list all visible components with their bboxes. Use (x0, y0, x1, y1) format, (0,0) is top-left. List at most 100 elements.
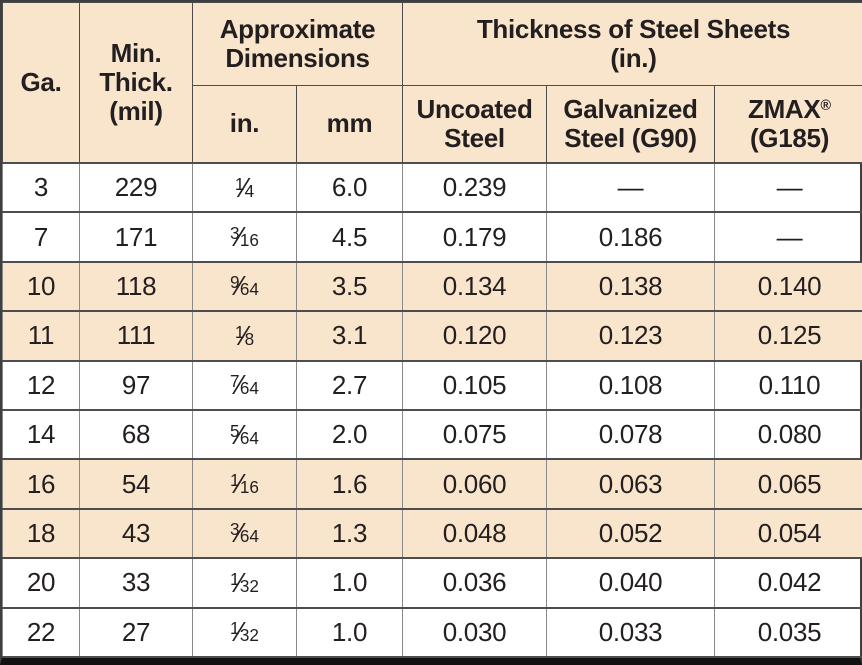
cell-min-thickness-mil: 68 (79, 408, 193, 461)
cell-min-thickness-mil: 27 (79, 606, 193, 659)
table-body: 3 229 1⁄4 6.0 0.239— —7 171 3⁄16 4.5 0.179 0.186—1… (2, 161, 862, 659)
fraction-value: 9⁄64 (230, 270, 259, 302)
cell-uncoated-steel: 0.239 (402, 161, 547, 214)
cell-dimension-in: 1⁄16 (192, 458, 297, 510)
cell-dimension-mm: 4.5 (296, 211, 403, 263)
cell-dimension-mm: 1.6 (296, 458, 403, 510)
col-header-zmax: ZMAX® (G185) (714, 85, 862, 164)
col-header-uncoated-steel: Uncoated Steel (402, 85, 547, 164)
cell-zmax: 0.140 (714, 260, 862, 313)
cell-uncoated-steel: 0.179 (402, 211, 547, 263)
cell-dimension-mm: 3.5 (296, 260, 403, 313)
header-row-subcolumns: in. mm Uncoated Steel Galvanized Steel (… (3, 85, 862, 164)
group-header-approximate-dimensions: Approximate Dimensions (192, 2, 403, 86)
cell-gauge: 7 (2, 211, 80, 263)
cell-gauge: 14 (2, 408, 80, 461)
fraction-value: 1⁄4 (234, 171, 255, 203)
cell-galvanized-steel: 0.078 (546, 408, 715, 461)
cell-galvanized-steel: 0.138 (546, 260, 715, 313)
cell-zmax: 0.125 (714, 310, 862, 362)
fraction-value: 3⁄16 (230, 221, 259, 253)
cell-min-thickness-mil: 54 (79, 458, 193, 510)
table-row: 22 27 1⁄32 1.0 0.030 0.033 0.035 (2, 606, 862, 659)
cell-dimension-in: 9⁄64 (192, 260, 297, 313)
cell-dimension-in: 1⁄8 (192, 310, 297, 362)
cell-dimension-mm: 2.0 (296, 408, 403, 461)
cell-uncoated-steel: 0.134 (402, 260, 547, 313)
cell-dimension-in: 3⁄16 (192, 211, 297, 263)
fraction-value: 1⁄32 (230, 566, 259, 598)
cell-dimension-mm: 2.7 (296, 359, 403, 411)
cell-zmax: 0.065 (714, 458, 862, 510)
table-row: 7 171 3⁄16 4.5 0.179 0.186— (2, 211, 862, 263)
table-row: 14 68 5⁄64 2.0 0.075 0.078 0.080 (2, 408, 862, 461)
cell-dimension-in: 1⁄4 (192, 161, 297, 214)
cell-zmax: — (714, 211, 862, 263)
cell-min-thickness-mil: 111 (79, 310, 193, 362)
table-row: 11 111 1⁄8 3.1 0.120 0.123 0.125 (2, 310, 862, 362)
cell-gauge: 18 (2, 507, 80, 560)
fraction-value: 7⁄64 (230, 369, 259, 401)
table-row: 12 97 7⁄64 2.7 0.105 0.108 0.110 (2, 359, 862, 411)
cell-dimension-in: 1⁄32 (192, 557, 297, 609)
cell-galvanized-steel: 0.108 (546, 359, 715, 411)
cell-galvanized-steel: 0.040 (546, 557, 715, 609)
cell-uncoated-steel: 0.060 (402, 458, 547, 510)
cell-gauge: 10 (2, 260, 80, 313)
cell-gauge: 3 (2, 161, 80, 214)
cell-dimension-in: 1⁄32 (192, 606, 297, 659)
cell-dimension-mm: 6.0 (296, 161, 403, 214)
cell-galvanized-steel: 0.033 (546, 606, 715, 659)
fraction-value: 1⁄16 (230, 468, 259, 500)
cell-dimension-in: 7⁄64 (192, 359, 297, 411)
zmax-brand: ZMAX (747, 93, 821, 124)
cell-uncoated-steel: 0.036 (402, 557, 547, 609)
header-row-groups: Ga. Min. Thick. (mil) Approximate Dimens… (2, 2, 862, 164)
registered-trademark-symbol: ® (820, 98, 831, 115)
cell-min-thickness-mil: 97 (79, 359, 193, 411)
cell-min-thickness-mil: 118 (79, 260, 193, 313)
col-header-gauge: Ga. (2, 2, 80, 164)
fraction-value: 1⁄32 (230, 616, 259, 648)
cell-uncoated-steel: 0.075 (402, 408, 547, 461)
cell-gauge: 12 (2, 359, 80, 411)
table-row: 16 54 1⁄16 1.6 0.060 0.063 0.065 (2, 458, 862, 510)
cell-gauge: 20 (2, 557, 80, 609)
col-header-min-thickness: Min. Thick. (mil) (79, 2, 193, 164)
cell-gauge: 11 (2, 310, 80, 362)
cell-min-thickness-mil: 33 (79, 557, 193, 609)
cell-galvanized-steel: 0.123 (546, 310, 715, 362)
cell-zmax: 0.042 (714, 557, 862, 609)
cell-zmax: — (714, 161, 862, 214)
cell-dimension-in: 5⁄64 (192, 408, 297, 461)
cell-dimension-in: 3⁄64 (192, 507, 297, 560)
cell-galvanized-steel: 0.186 (546, 211, 715, 263)
cell-uncoated-steel: 0.048 (402, 507, 547, 560)
fraction-value: 3⁄64 (230, 517, 259, 549)
cell-dimension-mm: 1.0 (296, 557, 403, 609)
fraction-value: 5⁄64 (230, 418, 259, 450)
cell-dimension-mm: 3.1 (296, 310, 403, 362)
table-row: 20 33 1⁄32 1.0 0.036 0.040 0.042 (2, 557, 862, 609)
col-header-millimeters: mm (296, 85, 403, 164)
table-row: 18 43 3⁄64 1.3 0.048 0.052 0.054 (2, 507, 862, 560)
cell-zmax: 0.035 (714, 606, 862, 659)
col-header-galvanized-steel: Galvanized Steel (G90) (546, 85, 715, 164)
cell-min-thickness-mil: 171 (79, 211, 193, 263)
cell-dimension-mm: 1.3 (296, 507, 403, 560)
cell-min-thickness-mil: 229 (79, 161, 193, 214)
zmax-grade: (G185) (749, 123, 830, 153)
cell-gauge: 22 (2, 606, 80, 659)
fraction-value: 1⁄8 (234, 319, 255, 351)
cell-galvanized-steel: — (546, 161, 715, 214)
col-header-inches: in. (192, 85, 297, 164)
table-header: Ga. Min. Thick. (mil) Approximate Dimens… (2, 2, 862, 164)
cell-uncoated-steel: 0.030 (402, 606, 547, 659)
cell-zmax: 0.080 (714, 408, 862, 461)
cell-galvanized-steel: 0.063 (546, 458, 715, 510)
table-row: 3 229 1⁄4 6.0 0.239— — (2, 161, 862, 214)
cell-uncoated-steel: 0.105 (402, 359, 547, 411)
cell-zmax: 0.054 (714, 507, 862, 560)
